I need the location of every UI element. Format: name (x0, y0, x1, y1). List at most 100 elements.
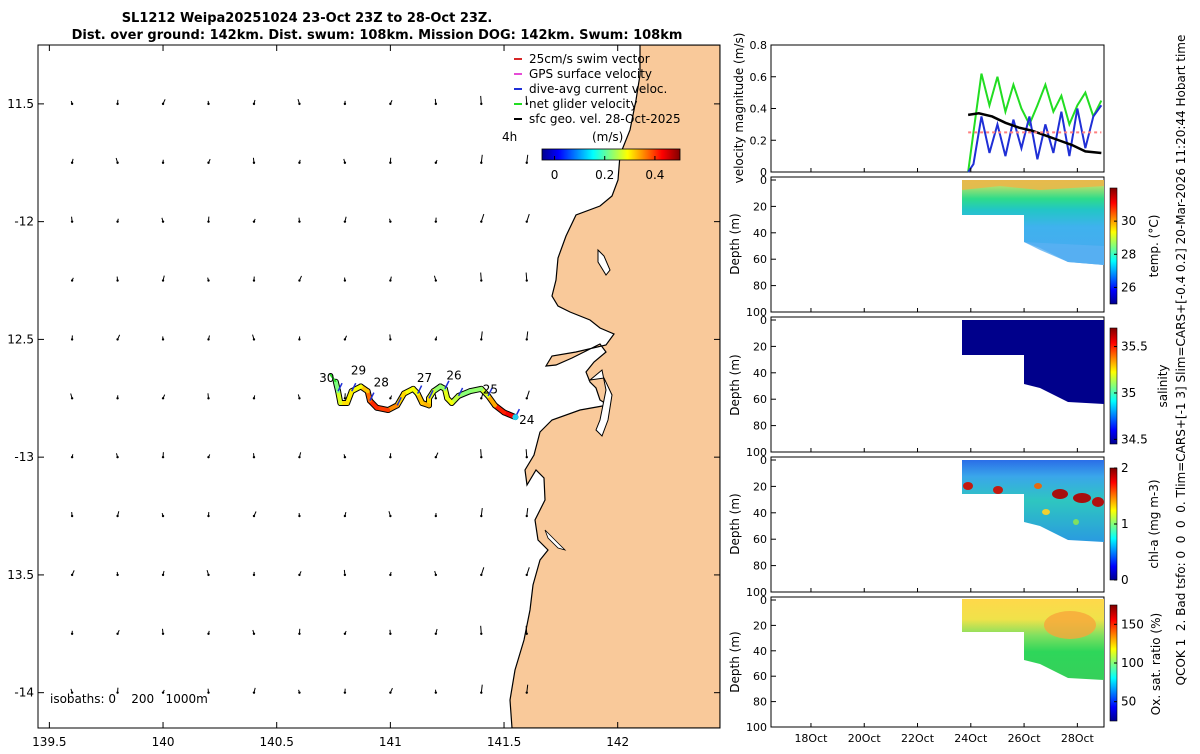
time-tick-label: 22Oct (901, 732, 935, 745)
colorbar-tick-label: 50 (1121, 695, 1136, 709)
colorbar-tick-label: 0 (1121, 573, 1129, 587)
geo-vector-dot (435, 162, 437, 164)
geo-vector-dot (253, 162, 255, 164)
oxygen-high-patch (1044, 611, 1096, 639)
geo-vector-dot (526, 515, 528, 517)
geo-vector-dot (71, 103, 73, 105)
colorbar-title: (m/s) (592, 130, 623, 144)
depth-tick-label: 80 (753, 280, 767, 293)
geo-vector-dot (71, 633, 73, 635)
geo-vector-dot (389, 691, 391, 693)
time-tick-label: 26Oct (1008, 732, 1042, 745)
geo-vector-dot (389, 279, 391, 281)
geo-vector-dot (389, 633, 391, 635)
geo-vector-dot (435, 456, 437, 458)
geo-vector-dot (116, 279, 118, 281)
geo-vector-dot (480, 691, 482, 693)
time-tick-label: 28Oct (1061, 732, 1095, 745)
bloom (1042, 509, 1050, 515)
geo-vector-dot (298, 220, 300, 222)
geo-vector-dot (344, 456, 346, 458)
chla-ylabel: Depth (m) (728, 493, 742, 554)
geo-vector-dot (435, 279, 437, 281)
depth-tick-label: 60 (753, 393, 767, 406)
geo-vector-dot (162, 633, 164, 635)
depth-tick-label: 100 (746, 721, 767, 734)
temperature-colorbar (1110, 188, 1117, 304)
map-y-tick-label: 12.5 (7, 332, 34, 346)
geo-vector-dot (344, 279, 346, 281)
geo-vector-dot (526, 691, 528, 693)
geo-vector-dot (207, 456, 209, 458)
geo-vector-dot (389, 456, 391, 458)
geo-vector-dot (207, 633, 209, 635)
time-tick-label: 24Oct (954, 732, 988, 745)
geo-vector-dot (253, 103, 255, 105)
geo-vector-dot (480, 220, 482, 222)
geo-vector-dot (162, 397, 164, 399)
track-day-label: 25 (483, 383, 498, 397)
geo-vector-dot (298, 515, 300, 517)
map-x-tick-label: 140 (152, 735, 175, 749)
depth-tick-label: 60 (753, 253, 767, 266)
geo-vector-dot (526, 279, 528, 281)
geo-vector-dot (480, 574, 482, 576)
geo-vector-dot (253, 456, 255, 458)
legend-entry: dive-avg current veloc. (529, 82, 667, 96)
legend-entry: 25cm/s swim vector (529, 52, 650, 66)
colorbar-tick-label: 100 (1121, 656, 1144, 670)
geo-vector-dot (344, 691, 346, 693)
velocity-panel: 00.20.40.60.8 velocity magnitude (m/s) (732, 33, 1104, 184)
geo-vector-dot (526, 103, 528, 105)
geo-vector-dot (253, 279, 255, 281)
geo-vector-dot (480, 279, 482, 281)
map-colorbar (542, 149, 680, 160)
track-day-label: 27 (417, 371, 432, 385)
colorbar-tick-label: 30 (1121, 214, 1136, 228)
geo-vector-dot (298, 338, 300, 340)
geo-vector-dot (435, 220, 437, 222)
geo-vector-dot (389, 397, 391, 399)
map-y-tick-label: 13.5 (7, 568, 34, 582)
title-line-1: SL1212 Weipa20251024 23-Oct 23Z to 28-Oc… (122, 11, 493, 26)
depth-tick-label: 0 (760, 314, 767, 327)
depth-tick-label: 60 (753, 670, 767, 683)
map-y-tick-label: -14 (14, 686, 34, 700)
geo-vector-dot (526, 397, 528, 399)
geo-vector-dot (526, 220, 528, 222)
geo-vector-dot (207, 515, 209, 517)
geo-vector-dot (298, 456, 300, 458)
geo-vector-dot (480, 103, 482, 105)
salinity-colorbar (1110, 328, 1117, 444)
bloom (1073, 493, 1091, 503)
geo-vector-dot (253, 397, 255, 399)
geo-vector-dot (207, 574, 209, 576)
geo-vector-dot (207, 338, 209, 340)
oxygen-clabel: Ox. sat. ratio (%) (1149, 613, 1163, 715)
geo-vector-dot (526, 633, 528, 635)
geo-vector-dot (389, 574, 391, 576)
bloom (1034, 483, 1042, 489)
geo-vector-dot (344, 162, 346, 164)
geo-vector-dot (116, 220, 118, 222)
colorbar-tick-label: 1 (1121, 517, 1129, 531)
geo-vector-dot (116, 515, 118, 517)
geo-vector-dot (116, 162, 118, 164)
geo-vector-dot (71, 162, 73, 164)
map-y-tick-label: -13 (14, 450, 34, 464)
geo-vector-dot (298, 397, 300, 399)
legend-entry: sfc geo. vel. 28-Oct-2025 (529, 112, 681, 126)
map-x-tick-label: 139.5 (32, 735, 66, 749)
geo-vector-dot (253, 691, 255, 693)
bloom (1073, 519, 1079, 525)
geo-vector-dot (116, 633, 118, 635)
temperature-clabel: temp. (°C) (1147, 215, 1161, 278)
bloom (1052, 489, 1068, 499)
geo-vector-dot (389, 103, 391, 105)
geo-vector-dot (435, 397, 437, 399)
